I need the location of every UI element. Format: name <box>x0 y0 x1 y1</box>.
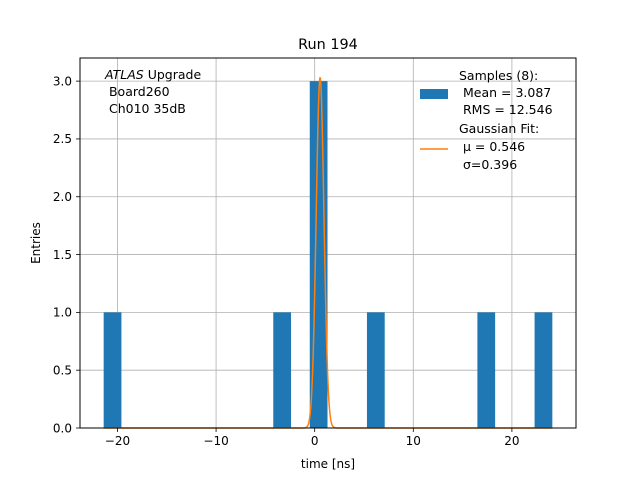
y-tick-label: 0.5 <box>53 363 72 377</box>
y-axis-label: Entries <box>29 222 43 264</box>
annotation-atlas: ATLAS <box>104 67 144 82</box>
histogram-bar <box>366 312 385 428</box>
y-tick-label: 1.5 <box>53 248 72 262</box>
annotation-text: ATLAS Upgrade Board260 Ch010 35dB <box>104 67 201 116</box>
annotation-line-3: Ch010 35dB <box>105 101 186 116</box>
plot-frame <box>79 57 577 429</box>
bars <box>103 81 553 428</box>
legend-samples-mean: Mean = 3.087 <box>459 85 551 100</box>
histogram-bar <box>534 312 553 428</box>
legend-fit-header: Gaussian Fit: <box>459 121 539 136</box>
y-tick-label: 1.0 <box>53 306 72 320</box>
x-axis-label: time [ns] <box>301 457 355 471</box>
y-axis-ticks: 0.0 0.5 1.0 1.5 2.0 2.5 3.0 <box>53 74 80 435</box>
legend-bar-swatch <box>420 89 448 99</box>
legend-fit-sigma: σ=0.396 <box>459 157 517 172</box>
annotation-line-2: Board260 <box>105 84 170 99</box>
histogram-bar <box>477 312 496 428</box>
legend: Samples (8): Mean = 3.087 RMS = 12.546 G… <box>420 68 553 172</box>
x-tick-label: 10 <box>406 434 421 448</box>
legend-samples-rms: RMS = 12.546 <box>459 102 553 117</box>
annotation-line-1: ATLAS Upgrade <box>104 67 201 82</box>
annotation-upgrade: Upgrade <box>144 67 202 82</box>
x-tick-label: −20 <box>105 434 130 448</box>
y-tick-label: 2.0 <box>53 190 72 204</box>
y-tick-label: 3.0 <box>53 74 72 88</box>
x-tick-label: 20 <box>504 434 519 448</box>
x-tick-label: 0 <box>311 434 319 448</box>
x-axis-ticks: −20 −10 0 10 20 <box>105 428 520 448</box>
legend-fit-mu: μ = 0.546 <box>459 139 525 154</box>
chart-title: Run 194 <box>298 37 358 53</box>
x-tick-label: −10 <box>203 434 228 448</box>
y-tick-label: 0.0 <box>53 421 72 435</box>
histogram-bar <box>273 312 292 428</box>
histogram-bar <box>103 312 122 428</box>
legend-samples-header: Samples (8): <box>459 68 538 83</box>
y-tick-label: 2.5 <box>53 132 72 146</box>
